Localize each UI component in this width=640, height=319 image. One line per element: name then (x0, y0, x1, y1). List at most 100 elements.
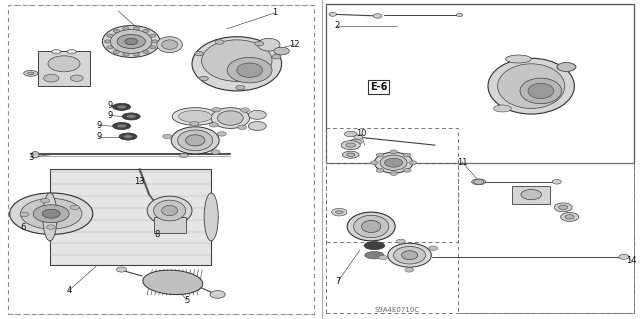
Circle shape (48, 56, 80, 72)
Text: S9A4E0710C: S9A4E0710C (374, 307, 419, 313)
Circle shape (559, 205, 568, 210)
Ellipse shape (362, 220, 381, 233)
Circle shape (554, 203, 572, 212)
Circle shape (200, 76, 209, 81)
Circle shape (456, 13, 463, 17)
Circle shape (70, 205, 79, 210)
Ellipse shape (402, 251, 418, 260)
Ellipse shape (154, 200, 186, 221)
Bar (50, 169, 211, 265)
Ellipse shape (347, 153, 355, 157)
Ellipse shape (172, 127, 219, 154)
Circle shape (521, 189, 541, 200)
Ellipse shape (123, 135, 133, 138)
Bar (38, 51, 90, 86)
Ellipse shape (497, 64, 564, 108)
Circle shape (125, 38, 138, 45)
Text: 1: 1 (273, 8, 278, 17)
Circle shape (429, 246, 438, 250)
Circle shape (113, 29, 120, 33)
Circle shape (107, 34, 113, 37)
Text: 8: 8 (154, 230, 159, 239)
Ellipse shape (341, 141, 360, 150)
Circle shape (241, 108, 250, 112)
Circle shape (354, 135, 363, 139)
Text: 9: 9 (108, 111, 113, 120)
Text: 2: 2 (334, 21, 339, 30)
Ellipse shape (380, 155, 407, 170)
Circle shape (376, 153, 384, 157)
Circle shape (237, 125, 246, 130)
Circle shape (152, 40, 158, 43)
Circle shape (123, 53, 129, 56)
Text: 9: 9 (108, 101, 113, 110)
Ellipse shape (493, 105, 511, 112)
Circle shape (113, 50, 120, 54)
Ellipse shape (520, 78, 562, 104)
Circle shape (33, 205, 69, 223)
Circle shape (190, 122, 199, 126)
Circle shape (209, 122, 218, 127)
Ellipse shape (353, 215, 389, 238)
Circle shape (210, 291, 225, 298)
Circle shape (390, 172, 397, 175)
Ellipse shape (172, 108, 218, 125)
Ellipse shape (374, 152, 413, 173)
Circle shape (52, 49, 61, 54)
Circle shape (565, 215, 574, 219)
Text: 9: 9 (97, 132, 102, 141)
Circle shape (42, 209, 60, 218)
Ellipse shape (119, 133, 137, 140)
Circle shape (67, 49, 76, 54)
Circle shape (561, 212, 579, 221)
Ellipse shape (116, 124, 127, 128)
Ellipse shape (28, 72, 34, 75)
Circle shape (217, 132, 226, 136)
Circle shape (133, 27, 140, 30)
Ellipse shape (346, 143, 356, 147)
Circle shape (104, 40, 111, 43)
Circle shape (123, 27, 129, 30)
Circle shape (404, 268, 413, 272)
Circle shape (107, 46, 113, 49)
Ellipse shape (186, 135, 205, 146)
Circle shape (143, 29, 149, 33)
Ellipse shape (147, 196, 192, 225)
Circle shape (116, 267, 127, 272)
Circle shape (70, 75, 83, 81)
Ellipse shape (342, 151, 359, 158)
Ellipse shape (127, 115, 136, 118)
Text: 10: 10 (356, 130, 366, 138)
Circle shape (212, 108, 221, 112)
Bar (326, 128, 458, 242)
Circle shape (409, 161, 417, 165)
Ellipse shape (24, 70, 38, 76)
Ellipse shape (472, 179, 486, 185)
Ellipse shape (528, 83, 554, 99)
Circle shape (44, 74, 59, 82)
Bar (326, 163, 634, 313)
Ellipse shape (116, 105, 127, 108)
Ellipse shape (192, 37, 282, 91)
Circle shape (255, 41, 264, 46)
Circle shape (236, 85, 245, 90)
Text: 5: 5 (184, 296, 189, 305)
Circle shape (149, 46, 156, 49)
Ellipse shape (347, 212, 396, 241)
Ellipse shape (349, 139, 362, 145)
Circle shape (403, 153, 411, 157)
Circle shape (552, 180, 561, 184)
Circle shape (403, 168, 411, 172)
Ellipse shape (110, 30, 152, 54)
Circle shape (20, 198, 82, 229)
Circle shape (272, 55, 281, 59)
Circle shape (373, 14, 382, 18)
Text: E-6: E-6 (370, 82, 387, 92)
Text: 12: 12 (289, 40, 300, 49)
Circle shape (40, 198, 49, 203)
Ellipse shape (31, 152, 39, 158)
Ellipse shape (113, 103, 131, 110)
Ellipse shape (204, 193, 218, 241)
Ellipse shape (365, 251, 384, 259)
Text: 13: 13 (134, 177, 145, 186)
